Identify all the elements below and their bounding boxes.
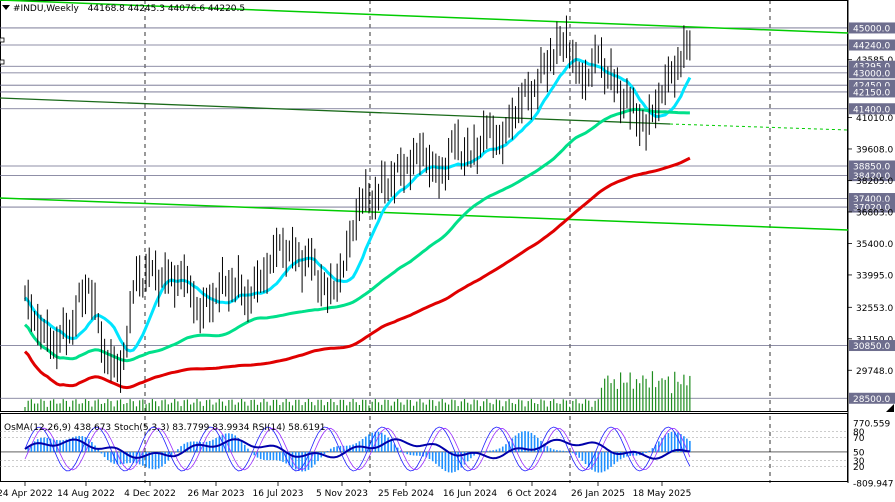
level-label-box bbox=[849, 86, 895, 98]
level-label-box bbox=[849, 392, 895, 404]
x-tick-label: 18 May 2025 bbox=[633, 489, 692, 499]
x-tick-label: 26 Mar 2023 bbox=[187, 489, 244, 499]
indicator-panel bbox=[0, 426, 847, 473]
y-tick-label: 39608.0 bbox=[856, 145, 893, 155]
left-level-marker bbox=[0, 37, 5, 43]
level-label: 42150.0 bbox=[853, 88, 890, 98]
ma-slow-line bbox=[23, 156, 691, 390]
price-bars bbox=[24, 15, 691, 393]
y-tick-label: 36803.0 bbox=[856, 208, 893, 218]
x-tick-label: 4 Dec 2022 bbox=[124, 489, 176, 499]
left-level-marker bbox=[0, 59, 5, 65]
indicator-tick-label: -809.947 bbox=[853, 479, 893, 489]
level-label-box bbox=[849, 340, 895, 352]
x-tick-label: 5 Nov 2023 bbox=[316, 489, 368, 499]
y-tick-label: 41010.0 bbox=[856, 114, 893, 124]
indicator-panel-frame bbox=[0, 413, 848, 482]
y-tick-label: 35400.0 bbox=[856, 240, 893, 250]
x-tick-label: 24 Apr 2022 bbox=[0, 489, 53, 499]
indicator-tick-label: 770.559 bbox=[853, 420, 890, 430]
lower-trend-line bbox=[0, 197, 849, 231]
level-label: 30850.0 bbox=[853, 342, 890, 352]
price-axis: 45000.044240.043585.043295.043000.042450… bbox=[848, 22, 895, 489]
moving-averages bbox=[23, 57, 692, 390]
level-label: 38850.0 bbox=[853, 162, 890, 172]
y-tick-label: 38205.0 bbox=[856, 177, 893, 187]
scroll-end-marker[interactable] bbox=[886, 404, 894, 412]
trend-lines bbox=[0, 0, 849, 231]
horizontal-levels bbox=[0, 27, 847, 399]
y-tick-label: 32553.0 bbox=[856, 304, 893, 314]
level-label-box bbox=[849, 67, 895, 79]
y-tick-label: 33995.0 bbox=[856, 271, 893, 281]
level-label: 44240.0 bbox=[853, 42, 890, 52]
indicator-title: OsMA(12,26,9) 438.673 Stoch(5,3,3) 83.77… bbox=[4, 423, 326, 433]
level-label: 43000.0 bbox=[853, 69, 890, 79]
level-label-box bbox=[849, 60, 895, 72]
rsi-line bbox=[24, 438, 691, 460]
chart-header: #INDU,Weekly 44168.8 44245.3 44076.6 442… bbox=[13, 4, 245, 14]
level-label-box bbox=[849, 170, 895, 182]
indicator-tick-label: 50 bbox=[853, 448, 865, 458]
time-axis: 24 Apr 2022 14 Aug 2022 4 Dec 2022 26 Mar 2… bbox=[0, 482, 691, 499]
level-label-box bbox=[849, 201, 895, 213]
indicator-tick-label: 80 bbox=[853, 428, 865, 438]
symbol-label: #INDU,Weekly bbox=[13, 4, 79, 14]
y-tick-label: 29748.0 bbox=[856, 367, 893, 377]
x-tick-label: 14 Aug 2022 bbox=[57, 489, 115, 499]
x-tick-label: 16 Jun 2024 bbox=[443, 489, 497, 499]
level-label-box bbox=[849, 193, 895, 205]
volume-bars bbox=[24, 371, 691, 411]
mid-trend-line bbox=[0, 97, 671, 125]
level-label-box bbox=[849, 22, 895, 34]
indicator-tick-label: 30 bbox=[853, 457, 865, 467]
upper-trend-line bbox=[0, 0, 849, 34]
x-tick-label: 6 Oct 2024 bbox=[507, 489, 557, 499]
x-tick-label: 16 Jul 2023 bbox=[253, 489, 304, 499]
ohlc-values: 44168.8 44245.3 44076.6 44220.5 bbox=[88, 4, 245, 14]
level-label: 37400.0 bbox=[853, 195, 890, 205]
x-tick-label: 25 Feb 2024 bbox=[378, 489, 434, 499]
stoch-signal-line bbox=[24, 427, 691, 471]
level-label-box bbox=[849, 160, 895, 172]
ma-fast-line bbox=[23, 57, 692, 353]
level-label-box bbox=[849, 39, 895, 51]
dropdown-arrow-icon[interactable] bbox=[2, 5, 10, 10]
level-label-box bbox=[849, 79, 895, 91]
level-label: 38420.0 bbox=[853, 172, 890, 182]
indicator-tick-label: 70 bbox=[853, 434, 865, 444]
level-label: 45000.0 bbox=[853, 24, 890, 34]
x-tick-label: 26 Jan 2025 bbox=[571, 489, 625, 499]
level-label: 37020.0 bbox=[853, 204, 890, 214]
main-panel-frame bbox=[0, 0, 848, 412]
level-label-box bbox=[849, 103, 895, 115]
level-label: 41400.0 bbox=[853, 105, 890, 115]
ma-mid-line bbox=[23, 107, 690, 363]
indicator-tick-label: 20 bbox=[853, 463, 865, 473]
level-label: 28500.0 bbox=[853, 395, 890, 405]
